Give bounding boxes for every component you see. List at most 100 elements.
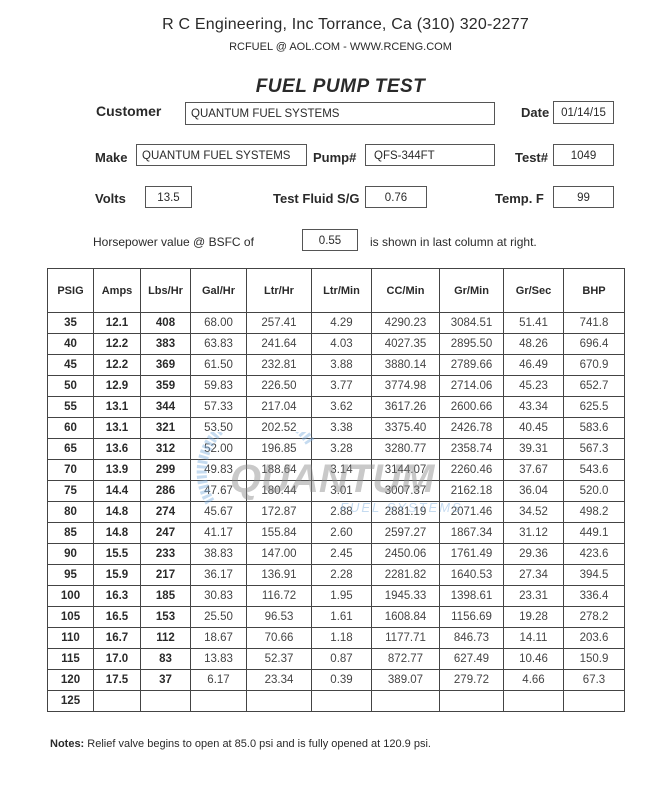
table-cell: 51.41 — [503, 312, 564, 334]
notes-label: Notes: — [50, 738, 85, 750]
table-cell: 39.31 — [503, 438, 564, 460]
table-cell: 96.53 — [246, 606, 312, 628]
table-cell: 13.83 — [190, 648, 247, 670]
table-cell: 3.77 — [311, 375, 372, 397]
table-row: 95 15.9 217 36.17 136.91 2.28 2281.82 1640.53 27… — [47, 564, 625, 586]
table-cell: 3.14 — [311, 459, 372, 481]
table-row: 55 13.1 344 57.33 217.04 3.62 3617.26 2600.66 43… — [47, 396, 625, 418]
table-cell: 196.85 — [246, 438, 312, 460]
table-cell: 2.28 — [311, 564, 372, 586]
customer-label: Customer — [96, 103, 162, 119]
table-cell: 67.3 — [563, 669, 625, 691]
column-header: Gal/Hr — [190, 268, 247, 313]
table-cell: 48.26 — [503, 333, 564, 355]
table-cell: 3.38 — [311, 417, 372, 439]
table-cell: 203.6 — [563, 627, 625, 649]
customer-field: QUANTUM FUEL SYSTEMS — [185, 102, 495, 125]
table-cell: 625.5 — [563, 396, 625, 418]
table-cell: 2358.74 — [439, 438, 504, 460]
table-cell: 696.4 — [563, 333, 625, 355]
table-cell: 53.50 — [190, 417, 247, 439]
make-label: Make — [95, 150, 128, 165]
column-header: Lbs/Hr — [140, 268, 191, 313]
table-cell: 321 — [140, 417, 191, 439]
table-cell: 95 — [47, 564, 94, 586]
table-cell — [371, 690, 440, 712]
table-cell: 3280.77 — [371, 438, 440, 460]
table-header-row: PSIG Amps Lbs/Hr Gal/Hr Ltr/Hr Ltr/Min CC/Min G… — [47, 268, 625, 313]
table-cell: 59.83 — [190, 375, 247, 397]
table-cell: 75 — [47, 480, 94, 502]
table-cell: 36.17 — [190, 564, 247, 586]
table-cell: 2789.66 — [439, 354, 504, 376]
table-cell: 2714.06 — [439, 375, 504, 397]
table-cell: 46.49 — [503, 354, 564, 376]
table-cell: 627.49 — [439, 648, 504, 670]
make-field: QUANTUM FUEL SYSTEMS — [136, 144, 307, 166]
table-cell: 6.17 — [190, 669, 247, 691]
table-row: 40 12.2 383 63.83 241.64 4.03 4027.35 2895.50 48… — [47, 333, 625, 355]
table-cell: 3617.26 — [371, 396, 440, 418]
table-cell: 120 — [47, 669, 94, 691]
table-cell: 90 — [47, 543, 94, 565]
temp-field: 99 — [553, 186, 614, 208]
table-cell: 359 — [140, 375, 191, 397]
test-label: Test# — [515, 150, 548, 165]
table-cell: 172.87 — [246, 501, 312, 523]
table-cell: 153 — [140, 606, 191, 628]
table-cell: 2.88 — [311, 501, 372, 523]
table-cell: 37 — [140, 669, 191, 691]
table-cell: 312 — [140, 438, 191, 460]
table-cell: 233 — [140, 543, 191, 565]
table-cell: 543.6 — [563, 459, 625, 481]
table-cell: 15.9 — [93, 564, 141, 586]
table-cell: 202.52 — [246, 417, 312, 439]
table-cell: 1.61 — [311, 606, 372, 628]
table-cell: 217 — [140, 564, 191, 586]
table-cell: 1608.84 — [371, 606, 440, 628]
table-cell: 105 — [47, 606, 94, 628]
table-cell: 17.0 — [93, 648, 141, 670]
table-cell: 2881.19 — [371, 501, 440, 523]
table-cell: 2260.46 — [439, 459, 504, 481]
table-cell: 85 — [47, 522, 94, 544]
table-cell: 45.23 — [503, 375, 564, 397]
fluid-label: Test Fluid S/G — [273, 191, 360, 206]
table-cell: 43.34 — [503, 396, 564, 418]
table-cell: 16.3 — [93, 585, 141, 607]
column-header: Amps — [93, 268, 141, 313]
table-cell: 68.00 — [190, 312, 247, 334]
table-cell: 2450.06 — [371, 543, 440, 565]
table-cell: 2600.66 — [439, 396, 504, 418]
table-cell: 41.17 — [190, 522, 247, 544]
table-row: 75 14.4 286 47.67 180.44 3.01 3007.37 2162.18 36… — [47, 480, 625, 502]
table-row: 65 13.6 312 52.00 196.85 3.28 3280.77 2358.74 39… — [47, 438, 625, 460]
table-cell: 3.28 — [311, 438, 372, 460]
table-cell: 872.77 — [371, 648, 440, 670]
column-header: Gr/Sec — [503, 268, 564, 313]
temp-label: Temp. F — [495, 191, 544, 206]
table-cell: 57.33 — [190, 396, 247, 418]
table-cell: 408 — [140, 312, 191, 334]
date-label: Date — [521, 105, 550, 120]
table-cell: 2895.50 — [439, 333, 504, 355]
pump-label: Pump# — [313, 150, 357, 165]
table-cell: 14.8 — [93, 522, 141, 544]
table-cell: 112 — [140, 627, 191, 649]
table-cell: 188.64 — [246, 459, 312, 481]
table-row: 35 12.1 408 68.00 257.41 4.29 4290.23 3084.51 51… — [47, 312, 625, 334]
table-cell: 12.2 — [93, 354, 141, 376]
table-row: 45 12.2 369 61.50 232.81 3.88 3880.14 2789.66 46… — [47, 354, 625, 376]
table-cell: 241.64 — [246, 333, 312, 355]
table-cell: 13.1 — [93, 417, 141, 439]
table-cell: 34.52 — [503, 501, 564, 523]
table-cell: 1.18 — [311, 627, 372, 649]
table-row: 100 16.3 185 30.83 116.72 1.95 1945.33 1398.61 2… — [47, 585, 625, 607]
table-row: 115 17.0 83 13.83 52.37 0.87 872.77 627.49 10.46… — [47, 648, 625, 670]
table-cell: 0.87 — [311, 648, 372, 670]
table-cell: 13.1 — [93, 396, 141, 418]
table-cell: 116.72 — [246, 585, 312, 607]
table-cell: 274 — [140, 501, 191, 523]
table-cell: 65 — [47, 438, 94, 460]
table-cell: 1640.53 — [439, 564, 504, 586]
